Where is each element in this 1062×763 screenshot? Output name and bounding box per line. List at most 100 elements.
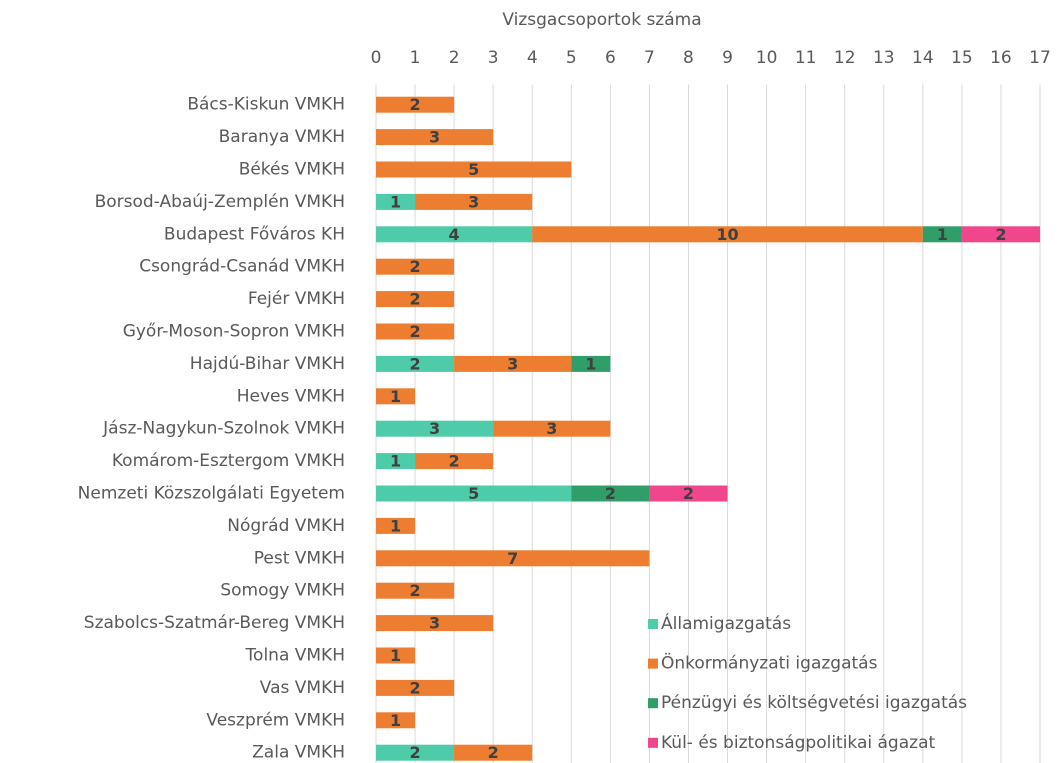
x-tick-label: 9 [722, 48, 733, 68]
data-label: 3 [429, 419, 440, 438]
legend-label: Önkormányzati igazgatás [661, 652, 878, 674]
x-tick-label: 12 [834, 48, 856, 68]
data-label: 5 [468, 484, 479, 503]
data-label: 3 [507, 354, 518, 373]
data-label: 2 [995, 225, 1006, 244]
data-label: 2 [605, 484, 616, 503]
legend-swatch [648, 619, 658, 629]
data-label: 1 [390, 452, 401, 471]
y-tick-label: Fejér VMKH [248, 289, 345, 309]
bar-segment [415, 453, 494, 470]
bar-segment [376, 453, 416, 470]
bar-segment [376, 582, 455, 599]
data-label: 1 [390, 387, 401, 406]
x-tick-label: 13 [873, 48, 895, 68]
y-tick-label: Heves VMKH [237, 386, 345, 406]
bar-segment [415, 193, 533, 210]
data-label: 1 [390, 192, 401, 211]
data-label: 2 [409, 354, 420, 373]
legend-swatch [648, 658, 658, 669]
x-tick-label: 4 [527, 48, 538, 68]
data-label: 2 [488, 743, 499, 762]
x-tick-label: 8 [683, 48, 694, 68]
bar-segment [376, 712, 416, 729]
y-tick-label: Békés VMKH [239, 160, 345, 180]
x-tick-label: 14 [912, 48, 934, 68]
data-label: 2 [409, 678, 420, 697]
bar-segment [376, 679, 455, 696]
data-label: 2 [409, 95, 420, 114]
y-tick-label: Hajdú-Bihar VMKH [190, 354, 345, 374]
x-tick-label: 11 [795, 48, 817, 68]
bar-segment [376, 291, 455, 308]
y-tick-label: Pest VMKH [254, 548, 345, 568]
bar-segment [376, 485, 572, 502]
x-tick-label: 5 [566, 48, 577, 68]
y-tick-label: Somogy VMKH [220, 581, 345, 601]
legend-label: Kül- és biztonságpolitikai ágazat [661, 733, 935, 753]
data-label: 1 [585, 354, 596, 373]
legend-swatch [648, 698, 658, 709]
y-tick-label: Budapest Főváros KH [164, 224, 345, 244]
y-tick-label: Veszprém VMKH [206, 710, 345, 730]
y-tick-label: Tolna VMKH [245, 646, 345, 666]
bar-segment [376, 129, 494, 146]
bar-segment [532, 226, 923, 243]
x-tick-label: 10 [756, 48, 778, 68]
y-tick-label: Baranya VMKH [219, 127, 345, 147]
data-label: 3 [429, 128, 440, 147]
data-label: 5 [468, 160, 479, 179]
x-tick-label: 1 [410, 48, 421, 68]
data-label: 1 [937, 225, 948, 244]
x-tick-label: 3 [488, 48, 499, 68]
bar-segment [649, 485, 728, 502]
bar-segment [922, 226, 962, 243]
x-tick-label: 16 [990, 48, 1012, 68]
bar-segment [376, 420, 494, 437]
data-label: 4 [449, 225, 460, 244]
y-tick-label: Vas VMKH [260, 678, 345, 698]
bar-segment [454, 744, 533, 761]
data-label: 2 [409, 743, 420, 762]
bar-segment [571, 485, 650, 502]
data-label: 3 [468, 192, 479, 211]
y-tick-label: Csongrád-Csanád VMKH [139, 257, 345, 277]
x-tick-label: 2 [449, 48, 460, 68]
y-tick-label: Komárom-Esztergom VMKH [112, 451, 345, 471]
legend-swatch [648, 737, 658, 748]
y-tick-label: Jász-Nagykun-Szolnok VMKH [102, 419, 345, 439]
bar-segment [454, 355, 572, 372]
data-label: 2 [409, 257, 420, 276]
y-tick-label: Nógrád VMKH [227, 516, 345, 536]
bar-segment [376, 96, 455, 113]
y-tick-label: Nemzeti Közszolgálati Egyetem [78, 484, 345, 504]
y-tick-label: Szabolcs-Szatmár-Bereg VMKH [84, 613, 345, 633]
bar-segment [376, 615, 494, 632]
bar-segment [376, 226, 533, 243]
data-label: 2 [449, 452, 460, 471]
data-label: 3 [429, 614, 440, 633]
bar-segment [376, 550, 650, 567]
x-tick-label: 17 [1029, 48, 1051, 68]
bar-segment [376, 258, 455, 275]
bar-segment [376, 647, 416, 664]
data-label: 2 [683, 484, 694, 503]
data-label: 7 [507, 549, 518, 568]
y-tick-label: Zala VMKH [252, 743, 345, 763]
bar-segment [493, 420, 611, 437]
x-tick-label: 7 [644, 48, 655, 68]
y-tick-label: Győr-Moson-Sopron VMKH [123, 322, 345, 342]
y-tick-label: Borsod-Abaúj-Zemplén VMKH [95, 192, 345, 212]
x-tick-label: 6 [605, 48, 616, 68]
data-label: 2 [409, 290, 420, 309]
bar-segment [961, 226, 1040, 243]
data-label: 2 [409, 322, 420, 341]
data-label: 1 [390, 711, 401, 730]
data-label: 2 [409, 581, 420, 600]
bar-segment [376, 388, 416, 405]
bar-segment [376, 193, 416, 210]
x-tick-label: 0 [371, 48, 382, 68]
x-tick-label: 15 [951, 48, 973, 68]
bar-segment [376, 355, 455, 372]
